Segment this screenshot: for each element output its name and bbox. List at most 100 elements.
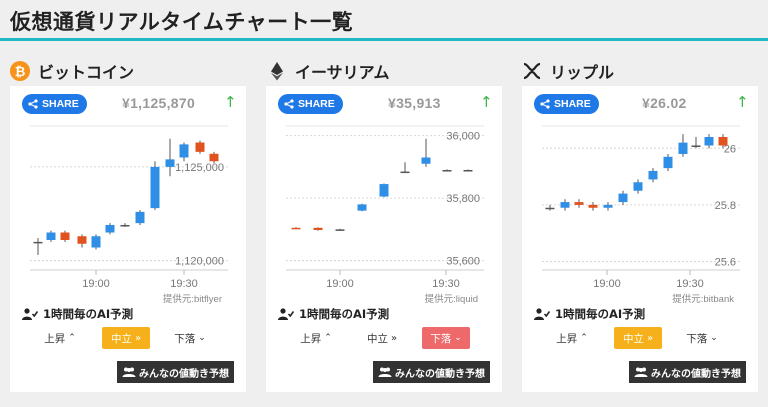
candle-body xyxy=(120,225,130,227)
candle-body xyxy=(46,232,56,240)
prediction-up-button[interactable]: 上昇 ⌃ xyxy=(294,327,338,349)
community-forecast-button[interactable]: みんなの値動き予想 xyxy=(373,361,490,383)
prediction-up-button[interactable]: 上昇 ⌃ xyxy=(550,327,594,349)
ai-prediction-label: 1時間毎のAI予測 xyxy=(299,307,390,321)
coin-header-ripple: リップル xyxy=(522,58,614,84)
candle-body xyxy=(105,225,115,233)
candle-body xyxy=(291,227,301,230)
share-button[interactable]: SHARE xyxy=(534,94,599,114)
y-tick-label: 25.6 xyxy=(715,257,736,269)
x-tick-label: 19:00 xyxy=(326,278,354,290)
candle-body xyxy=(718,136,728,146)
x-tick-label: 19:30 xyxy=(170,278,198,290)
prediction-down-button[interactable]: 下落 ⌄ xyxy=(422,327,470,349)
data-provider: 提供元:bitflyer xyxy=(162,294,222,305)
prediction-options: 上昇 ⌃ 中立 » 下落 ⌄ xyxy=(522,327,758,351)
community-forecast-label: みんなの値動き予想 xyxy=(139,368,229,380)
x-tick-label: 19:00 xyxy=(593,278,621,290)
prediction-options: 上昇 ⌃ 中立 » 下落 ⌄ xyxy=(266,327,502,351)
candle-body xyxy=(663,156,673,169)
y-tick-label: 35,800 xyxy=(446,193,480,205)
users-icon xyxy=(634,367,648,377)
share-icon xyxy=(284,99,294,109)
coin-name: ビットコイン xyxy=(38,63,135,82)
svg-text:₿: ₿ xyxy=(15,65,26,80)
share-label: SHARE xyxy=(42,98,79,110)
share-button[interactable]: SHARE xyxy=(22,94,87,114)
prediction-neutral-label: 中立 xyxy=(622,332,644,345)
data-provider: 提供元:bitbank xyxy=(672,294,734,305)
share-button[interactable]: SHARE xyxy=(278,94,343,114)
ai-prediction-heading: 1時間毎のAI予測 xyxy=(22,306,133,322)
prediction-up-button[interactable]: 上昇 ⌃ xyxy=(38,327,82,349)
candle-body xyxy=(603,204,613,208)
candle-body xyxy=(209,153,219,162)
ai-prediction-label: 1時間毎のAI予測 xyxy=(555,307,646,321)
ai-prediction-heading: 1時間毎のAI予測 xyxy=(278,306,389,322)
chevron-down-icon: ⌄ xyxy=(710,333,718,343)
community-forecast-button[interactable]: みんなの値動き予想 xyxy=(629,361,746,383)
chevron-down-icon: ⌄ xyxy=(454,333,462,343)
prediction-neutral-label: 中立 xyxy=(366,332,388,345)
current-price: ¥35,913 xyxy=(388,95,441,111)
user-check-icon xyxy=(22,308,38,320)
prediction-down-button[interactable]: 下落 ⌄ xyxy=(166,327,214,349)
candle-body xyxy=(633,182,643,191)
prediction-up-label: 上昇 xyxy=(44,332,66,345)
users-icon xyxy=(122,367,136,377)
data-provider: 提供元:liquid xyxy=(424,294,478,305)
prediction-up-label: 上昇 xyxy=(300,332,322,345)
candle-body xyxy=(588,204,598,208)
candle-body xyxy=(60,232,70,240)
prediction-down-label: 下落 xyxy=(686,332,708,345)
chevron-down-icon: ⌄ xyxy=(198,333,206,343)
prediction-down-button[interactable]: 下落 ⌄ xyxy=(678,327,726,349)
y-tick-label: 1,125,000 xyxy=(175,162,224,174)
current-price: ¥26.02 xyxy=(642,95,687,111)
x-tick-label: 19:30 xyxy=(676,278,704,290)
chevron-right-icon: » xyxy=(134,332,142,344)
community-forecast-label: みんなの値動き予想 xyxy=(651,368,741,380)
candle-body xyxy=(313,227,323,230)
trend-up-icon: ↑ xyxy=(224,93,237,111)
share-icon xyxy=(540,99,550,109)
x-tick-label: 19:30 xyxy=(432,278,460,290)
candle-body xyxy=(379,184,389,197)
ripple-icon xyxy=(523,62,541,80)
chart-card-bitcoin: SHARE ¥1,125,870 ↑ 1,125,000 1,120,000 19:… xyxy=(10,86,246,392)
candle-body xyxy=(463,170,473,172)
y-tick-label: 1,120,000 xyxy=(175,256,224,268)
candle-body xyxy=(421,157,431,164)
candle-body xyxy=(150,166,160,209)
prediction-neutral-button[interactable]: 中立 » xyxy=(358,327,406,349)
candlestick-chart: 26 25.8 25.6 19:00 19:30 xyxy=(542,125,740,290)
candle-body xyxy=(442,170,452,172)
chevron-right-icon: » xyxy=(646,332,654,344)
candle-body xyxy=(165,159,175,167)
prediction-up-label: 上昇 xyxy=(556,332,578,345)
users-icon xyxy=(378,367,392,377)
coin-name: イーサリアム xyxy=(295,63,390,82)
y-tick-label: 25.8 xyxy=(715,200,736,212)
chevron-right-icon: » xyxy=(390,332,398,344)
candle-body xyxy=(691,145,701,147)
ai-prediction-heading: 1時間毎のAI予測 xyxy=(534,306,645,322)
community-forecast-button[interactable]: みんなの値動き予想 xyxy=(117,361,234,383)
y-tick-label: 35,600 xyxy=(446,256,480,268)
candle-body xyxy=(91,236,101,248)
candle-body xyxy=(648,170,658,180)
bitcoin-icon: ₿ xyxy=(10,61,30,81)
y-tick-label: 26 xyxy=(724,143,736,155)
share-icon xyxy=(28,99,38,109)
candlestick-chart: 36,000 35,800 35,600 19:00 19:30 xyxy=(286,125,484,290)
prediction-neutral-label: 中立 xyxy=(110,332,132,345)
prediction-neutral-button[interactable]: 中立 » xyxy=(102,327,150,349)
candle-body xyxy=(33,241,43,244)
share-label: SHARE xyxy=(554,98,591,110)
prediction-neutral-button[interactable]: 中立 » xyxy=(614,327,662,349)
trend-up-icon: ↑ xyxy=(480,93,493,111)
user-check-icon xyxy=(534,308,550,320)
current-price: ¥1,125,870 xyxy=(122,95,196,111)
coin-name: リップル xyxy=(550,63,615,82)
y-tick-label: 36,000 xyxy=(446,131,480,143)
